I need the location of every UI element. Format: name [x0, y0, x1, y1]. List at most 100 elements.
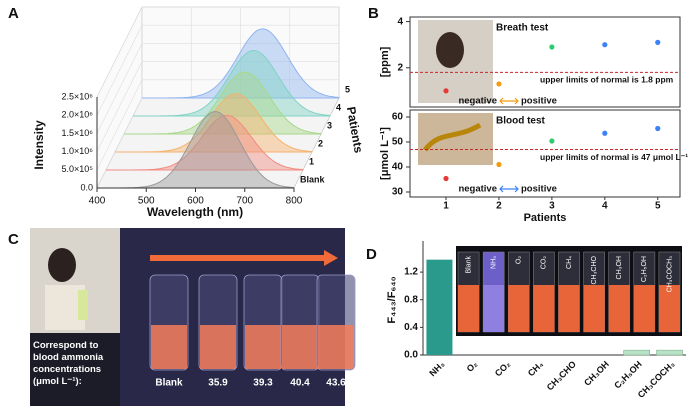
y-tick-label: 0.4 [404, 322, 418, 333]
subplot-title: Blood test [496, 116, 546, 127]
panel-letter: A [8, 5, 19, 22]
y-tick-label: 4 [397, 16, 403, 27]
x-axis-label: Wavelength (nm) [147, 205, 243, 219]
point [549, 44, 555, 50]
double-arrow [499, 185, 519, 193]
bottle-liquid [245, 325, 281, 369]
y-tick-label: 2.5×10⁶ [62, 91, 94, 101]
bottle-liquid [200, 325, 236, 369]
point [602, 42, 608, 48]
panel-letter: B [368, 5, 379, 22]
y-tick-label: 30 [392, 187, 404, 198]
double-arrow [499, 97, 519, 105]
spectrum [124, 71, 322, 135]
x-tick-label: CH₃OH [582, 359, 611, 388]
blood-photo-band [423, 122, 482, 152]
x-tick-label: 400 [89, 196, 106, 207]
x-tick-label: 4 [602, 201, 608, 212]
inset-label: CO₂ [541, 256, 548, 270]
y-axis-label: [ppm] [379, 46, 391, 77]
series-label: 5 [345, 84, 350, 94]
x-tick-label: CH₄ [526, 359, 545, 378]
x-tick-label: C₂H₅OH [612, 359, 644, 391]
series-label: 4 [336, 102, 341, 112]
x-tick-label: 1 [443, 201, 449, 212]
bottle-liquid [318, 325, 354, 369]
y-tick-label: 2.0×10⁶ [62, 110, 94, 120]
x-tick-label: NH₃ [427, 359, 446, 378]
inset-label: NH₃ [491, 256, 498, 269]
point [443, 88, 449, 94]
y-tick-label: 40 [392, 162, 404, 173]
sample-label: 35.9 [208, 378, 228, 389]
z-axis-label: Patients [344, 106, 366, 155]
positive-note: positive [521, 96, 557, 107]
threshold-label: upper limits of normal is 47 μmol L⁻¹ [540, 152, 688, 162]
positive-note: positive [521, 184, 557, 195]
y-tick-label: 0.8 [404, 294, 418, 305]
x-tick-label: 600 [187, 196, 204, 207]
spectrum [142, 28, 340, 99]
x-tick-label: CH₃CHO [545, 359, 578, 392]
y-axis-label: [μmol L⁻¹] [379, 127, 391, 180]
arrow-head [324, 250, 338, 266]
x-tick-label: 700 [236, 196, 253, 207]
y-axis-label: F₄₄₃/F₆₄₀ [386, 276, 398, 323]
bottle-liquid [151, 325, 187, 369]
series-label: 1 [309, 156, 314, 166]
point [602, 130, 608, 136]
point [549, 138, 555, 144]
inset-tube-liquid [533, 285, 555, 332]
y-tick-label: 0.0 [80, 182, 93, 192]
inset-tube-liquid [633, 285, 655, 332]
blood-photo [418, 113, 493, 165]
y-tick-label: 0.0 [404, 350, 418, 361]
inset-tube-liquid [483, 285, 505, 332]
y-tick-label: 5.0×10⁵ [61, 164, 93, 174]
x-tick-label: 2 [496, 201, 502, 212]
x-axis-label: Patients [524, 212, 567, 224]
plot-frame [409, 16, 681, 108]
x-tick-label: 800 [286, 196, 303, 207]
inset-label: C₂H₅OH [641, 256, 648, 282]
negative-note: negative [458, 184, 497, 195]
inset-label: O₂ [516, 256, 523, 264]
y-tick-label: 50 [392, 137, 404, 148]
x-tick-label: 5 [655, 201, 661, 212]
plot-frame [409, 109, 681, 198]
caption: Correspond to blood ammonia concentratio… [33, 340, 104, 387]
point [496, 81, 502, 87]
subplot-title: Breath test [496, 23, 549, 34]
inset-label: CH₄ [566, 256, 573, 269]
inset-label: CH₃COCH₃ [666, 256, 673, 293]
inset-tube-liquid [458, 285, 480, 332]
inset-label: CH₃CHO [591, 255, 598, 284]
series-label: Blank [300, 174, 326, 184]
point [655, 125, 661, 132]
photo-tube [78, 290, 88, 320]
inset-tube-liquid [583, 285, 605, 332]
y-tick-label: 2 [397, 62, 403, 73]
x-tick-label: O₂ [465, 359, 480, 374]
point [655, 39, 661, 45]
x-tick-label: CO₂ [493, 359, 512, 378]
threshold-label: upper limits of normal is 1.8 ppm [540, 75, 674, 85]
photo-head [48, 248, 76, 282]
y-tick-label: 1.0×10⁶ [62, 146, 94, 156]
panel-letter: C [8, 231, 19, 248]
bar [656, 349, 683, 356]
inset-tube-liquid [508, 285, 530, 332]
series-label: 2 [318, 138, 323, 148]
y-tick-label: 60 [392, 112, 404, 123]
y-tick-label: 1.5×10⁶ [62, 128, 94, 138]
sample-label: 40.4 [290, 378, 310, 389]
y-axis-label: Intensity [32, 120, 46, 170]
sample-label: Blank [155, 378, 183, 389]
series-label: 3 [327, 120, 332, 130]
negative-note: negative [458, 96, 497, 107]
point [443, 175, 449, 182]
sample-label: 43.6 [326, 378, 346, 389]
spectrum [133, 49, 331, 117]
